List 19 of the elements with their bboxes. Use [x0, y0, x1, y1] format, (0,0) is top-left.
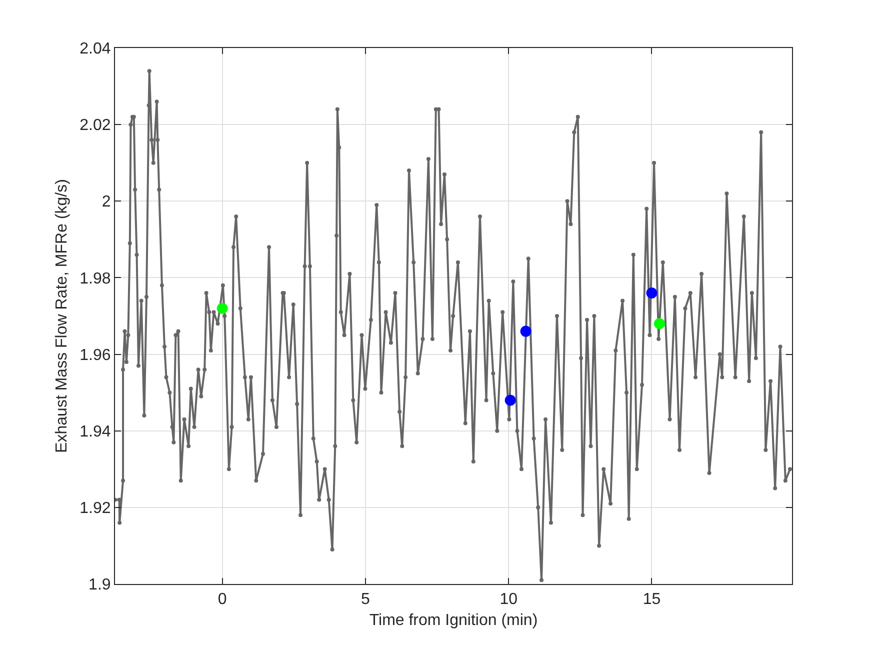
y-tick-label: 1.9	[88, 576, 111, 594]
point	[520, 326, 532, 337]
point	[646, 288, 658, 299]
point	[504, 394, 516, 406]
y-tick-label: 1.94	[80, 423, 111, 440]
point	[216, 302, 228, 314]
y-tick-label: 2.02	[80, 117, 111, 134]
y-tick-label: 1.98	[80, 270, 111, 288]
x-tick-label: 15	[642, 591, 661, 608]
y-axis-title: Exhaust Mass Flow Rate, MFRe (kg/s)	[54, 179, 71, 453]
y-tick-label: 2.04	[80, 40, 111, 58]
y-tick-label: 1.92	[80, 500, 111, 518]
x-axis-title: Time from Ignition (min)	[369, 612, 538, 629]
x-tick-label: 0	[218, 591, 227, 608]
point	[654, 318, 665, 330]
y-tick-label: 1.96	[80, 346, 111, 364]
y-tick-label: 2	[102, 194, 111, 211]
x-tick-label: 5	[361, 591, 370, 608]
x-tick-label: 10	[500, 591, 518, 608]
